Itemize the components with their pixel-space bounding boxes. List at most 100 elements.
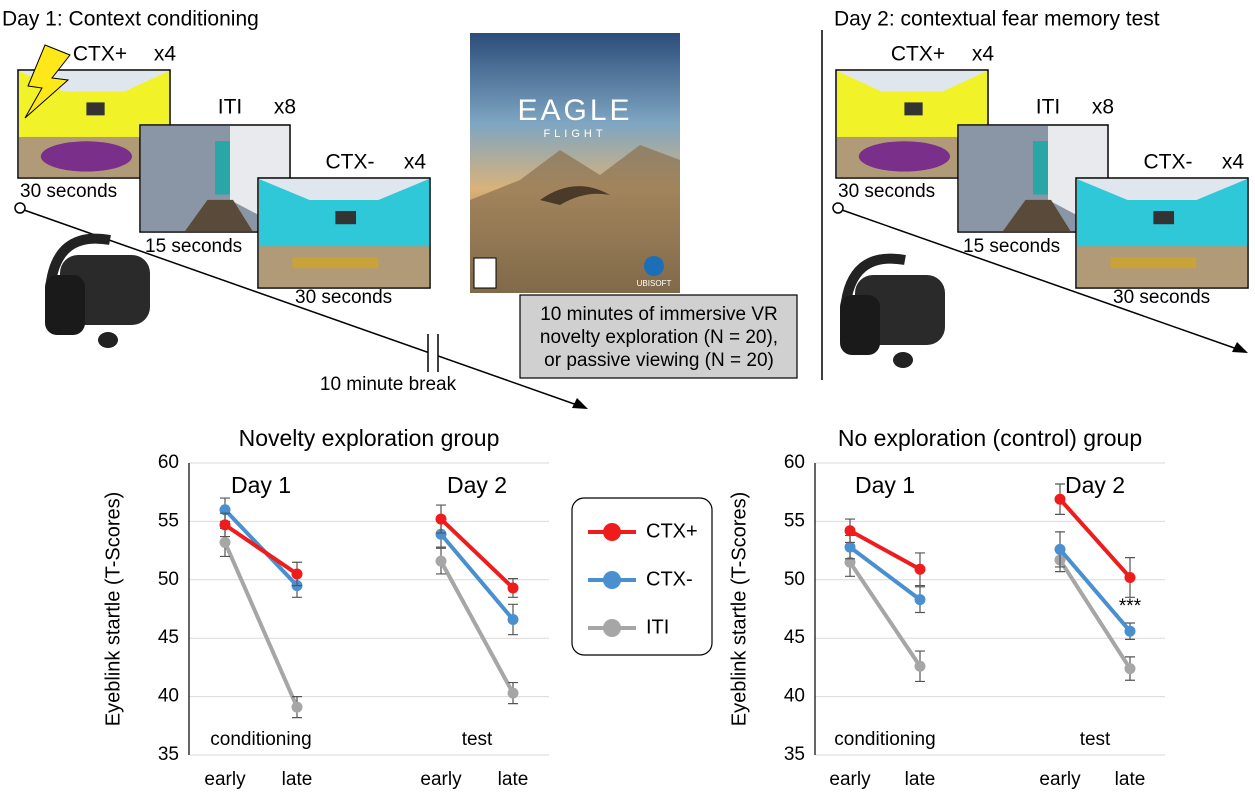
- screen-table: [292, 257, 378, 268]
- data-point: [1055, 544, 1066, 555]
- annotation: conditioning: [834, 729, 935, 750]
- screen-picture: [904, 102, 922, 115]
- data-point: [508, 688, 519, 699]
- note-line: 10 minutes of immersive VR: [540, 304, 778, 325]
- vr-headset-face: [45, 275, 85, 335]
- annotation: Day 1: [231, 472, 291, 498]
- annotation: ***: [1119, 596, 1142, 617]
- x-tick-label: early: [204, 769, 246, 790]
- x-tick-label: late: [1115, 769, 1146, 790]
- series-line: [225, 510, 513, 620]
- annotation: Day 1: [855, 472, 915, 498]
- timeline-start: [833, 203, 843, 213]
- data-point: [1125, 572, 1136, 583]
- y-tick-label: 45: [784, 627, 805, 648]
- data-point: [1125, 626, 1136, 637]
- legend-label: CTX-: [646, 568, 693, 590]
- screen-count: x4: [1222, 151, 1245, 174]
- game-publisher: UBISOFT: [637, 279, 672, 288]
- x-tick-label: late: [905, 769, 936, 790]
- data-point: [508, 614, 519, 625]
- screen-duration: 30 seconds: [20, 181, 117, 202]
- screen-label: ITI: [218, 96, 243, 119]
- x-tick-label: late: [282, 769, 313, 790]
- day2-title: Day 2: contextual fear memory test: [834, 8, 1160, 31]
- data-point: [508, 582, 519, 593]
- y-tick-label: 40: [158, 686, 179, 707]
- data-point: [845, 542, 856, 553]
- chart-title: Novelty exploration group: [239, 425, 500, 451]
- data-point: [436, 556, 447, 567]
- y-tick-label: 35: [158, 744, 179, 765]
- y-tick-label: 50: [784, 569, 805, 590]
- screen-label: CTX-: [326, 151, 375, 174]
- y-tick-label: 50: [158, 569, 179, 590]
- y-tick-label: 55: [158, 510, 179, 531]
- y-tick-label: 60: [158, 452, 179, 473]
- annotation: test: [1080, 729, 1111, 750]
- data-point: [915, 594, 926, 605]
- annotation: conditioning: [210, 729, 311, 750]
- legend-marker: [603, 523, 621, 541]
- screen-duration: 30 seconds: [1113, 287, 1210, 308]
- data-point: [1125, 663, 1136, 674]
- page: Day 1: Context conditioning Day 2: conte…: [0, 0, 1255, 793]
- data-point: [292, 702, 303, 713]
- screen-duration: 15 seconds: [963, 236, 1060, 257]
- screen-duration: 30 seconds: [838, 181, 935, 202]
- y-tick-label: 35: [784, 744, 805, 765]
- rating-badge: [474, 258, 496, 288]
- annotation: Day 2: [1065, 472, 1125, 498]
- vr-headphone: [893, 352, 913, 368]
- screen-count: x4: [154, 43, 177, 66]
- data-point: [220, 519, 231, 530]
- timeline-start: [15, 203, 25, 213]
- x-tick-label: late: [498, 769, 529, 790]
- y-tick-label: 55: [784, 510, 805, 531]
- y-tick-label: 60: [784, 452, 805, 473]
- series-line: [225, 519, 513, 588]
- screen-duration: 30 seconds: [295, 287, 392, 308]
- x-tick-label: early: [1039, 769, 1081, 790]
- screen-label: CTX-: [1144, 151, 1193, 174]
- figure: Day 1: Context conditioning Day 2: conte…: [0, 0, 1255, 793]
- screen-picture: [1153, 211, 1174, 224]
- screen-label: CTX+: [891, 43, 945, 66]
- publisher-logo: [644, 256, 664, 276]
- note-line: novelty exploration (N = 20),: [540, 327, 778, 348]
- legend-marker: [603, 571, 621, 589]
- annotation: test: [462, 729, 493, 750]
- y-tick-label: 40: [784, 686, 805, 707]
- screen-picture: [335, 211, 356, 224]
- screen-count: x4: [404, 151, 427, 174]
- screen-rug: [859, 141, 950, 171]
- data-point: [220, 537, 231, 548]
- screen-count: x8: [274, 96, 296, 119]
- note-line: or passive viewing (N = 20): [544, 350, 774, 371]
- data-point: [436, 514, 447, 525]
- screen-door: [215, 141, 230, 195]
- screen-label: ITI: [1036, 96, 1061, 119]
- screen-count: x4: [972, 43, 995, 66]
- data-point: [292, 568, 303, 579]
- vr-headphone: [98, 332, 118, 348]
- arrowhead: [572, 398, 588, 409]
- chart-title: No exploration (control) group: [838, 425, 1142, 451]
- screen-count: x8: [1092, 96, 1114, 119]
- annotation: Day 2: [447, 472, 507, 498]
- y-axis-label: Eyeblink startle (T-Scores): [102, 492, 124, 727]
- break-gap: [428, 336, 438, 370]
- screen-table: [1110, 257, 1196, 268]
- legend-label: ITI: [646, 616, 669, 638]
- screen-duration: 15 seconds: [145, 236, 242, 257]
- screen-picture: [86, 102, 104, 115]
- data-point: [915, 661, 926, 672]
- game-subtitle: FLIGHT: [543, 128, 606, 140]
- screen-door: [1033, 141, 1048, 195]
- data-point: [1055, 494, 1066, 505]
- day1-title: Day 1: Context conditioning: [2, 8, 259, 31]
- arrowhead: [1232, 342, 1248, 353]
- screen-rug: [41, 141, 132, 171]
- legend-label: CTX+: [646, 520, 698, 542]
- legend-marker: [603, 619, 621, 637]
